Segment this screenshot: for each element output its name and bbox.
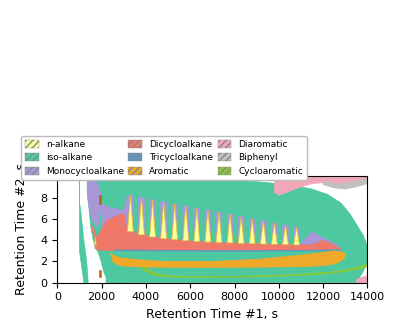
Polygon shape [102, 195, 341, 246]
Polygon shape [216, 212, 222, 243]
Polygon shape [172, 204, 178, 240]
Polygon shape [274, 176, 368, 196]
Polygon shape [87, 176, 102, 227]
Polygon shape [194, 208, 200, 242]
Polygon shape [95, 196, 341, 251]
Y-axis label: Retention Time #2, s: Retention Time #2, s [15, 164, 28, 295]
Polygon shape [249, 219, 255, 244]
Polygon shape [238, 217, 244, 243]
Polygon shape [115, 250, 341, 251]
Polygon shape [260, 221, 266, 244]
Polygon shape [205, 210, 211, 242]
Polygon shape [80, 176, 88, 283]
Polygon shape [161, 202, 166, 239]
Polygon shape [272, 223, 277, 244]
Polygon shape [282, 225, 288, 245]
Polygon shape [106, 272, 132, 283]
Polygon shape [183, 206, 189, 241]
Legend: n-alkane, iso-alkane, Monocycloalkane, Dicycloalkane, Tricycloalkane, Aromatic, : n-alkane, iso-alkane, Monocycloalkane, D… [22, 136, 307, 180]
Polygon shape [323, 178, 368, 189]
Polygon shape [94, 237, 96, 244]
Polygon shape [356, 276, 368, 283]
Polygon shape [142, 264, 368, 278]
Polygon shape [90, 224, 102, 250]
Polygon shape [128, 196, 133, 232]
Polygon shape [227, 215, 233, 243]
Polygon shape [150, 200, 156, 237]
Polygon shape [138, 198, 144, 235]
Polygon shape [110, 251, 345, 267]
Polygon shape [294, 227, 300, 245]
X-axis label: Retention Time #1, s: Retention Time #1, s [146, 308, 278, 321]
Polygon shape [87, 176, 368, 283]
